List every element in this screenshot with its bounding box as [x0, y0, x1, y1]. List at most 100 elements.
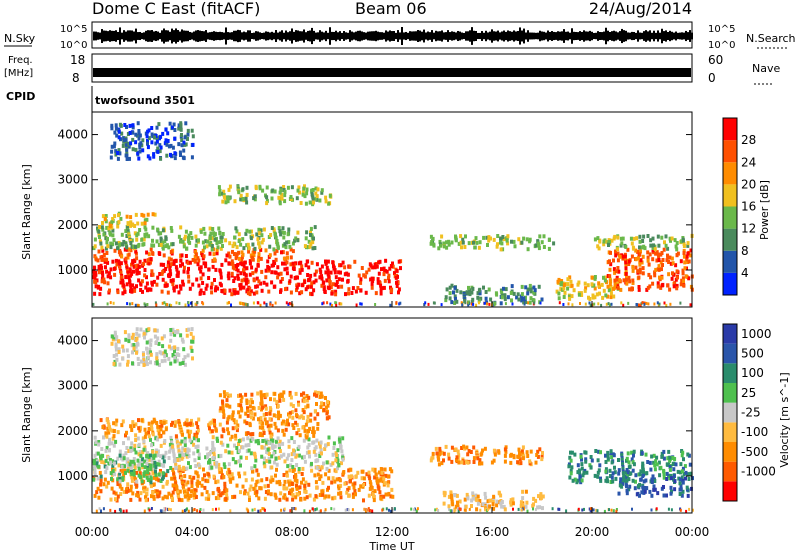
- velocity-cell: [481, 448, 484, 453]
- velocity-cell: [171, 420, 175, 425]
- nsky-trace-bar: [357, 30, 359, 42]
- power-cell: [146, 288, 149, 293]
- nsky-trace-bar: [219, 31, 221, 41]
- power-cell: [510, 298, 513, 303]
- velocity-cell: [627, 470, 630, 475]
- velocity-cell: [665, 477, 669, 481]
- power-cell: [528, 283, 532, 288]
- velocity-cell: [302, 410, 306, 415]
- velocity-cell: [332, 446, 336, 450]
- power-cell: [209, 285, 213, 290]
- velocity-cell: [374, 472, 378, 477]
- velocity-cell: [172, 483, 176, 488]
- power-cell: [150, 126, 154, 130]
- power-cell: [227, 196, 231, 201]
- cpid-label: CPID: [6, 90, 35, 103]
- freq-unit-label: [MHz]: [4, 68, 33, 79]
- velocity-cell: [332, 441, 336, 446]
- power-cell: [598, 291, 601, 296]
- velocity-cell: [256, 391, 260, 396]
- power-y-tick-label: 4000: [57, 128, 88, 142]
- power-cell: [339, 263, 343, 268]
- power-cell: [453, 285, 457, 290]
- power-y-axis-label: Slant Range [km]: [20, 164, 33, 260]
- velocity-cell: [192, 451, 196, 456]
- nsky-trace-bar: [597, 31, 599, 41]
- power-cell: [313, 272, 317, 277]
- power-cell: [228, 184, 232, 189]
- velocity-cell: [628, 464, 632, 469]
- power-cell: [320, 283, 324, 288]
- power-cell: [184, 121, 188, 126]
- velocity-cell: [248, 487, 252, 492]
- nsky-trace-bar: [189, 31, 191, 41]
- power-cell: [224, 200, 228, 205]
- power-cell: [141, 242, 145, 247]
- velocity-cell: [313, 392, 316, 397]
- velocity-cell: [320, 394, 324, 399]
- velocity-cell: [681, 489, 685, 494]
- power-cell: [642, 234, 646, 239]
- power-cell: [216, 286, 220, 291]
- power-cell: [311, 246, 315, 251]
- velocity-cell: [635, 492, 639, 497]
- velocity-cell: [495, 499, 499, 504]
- velocity-cell: [149, 338, 153, 343]
- nsky-trace-bar: [543, 31, 545, 41]
- velocity-cell: [277, 443, 281, 448]
- velocity-cell: [318, 451, 322, 456]
- velocity-cell: [519, 504, 523, 508]
- velocity-cell: [460, 446, 464, 450]
- velocity-cell: [118, 479, 122, 484]
- velocity-cell: [633, 486, 637, 491]
- velocity-cell: [573, 477, 577, 482]
- velocity-cell: [135, 483, 139, 488]
- velocity-cell: [145, 453, 149, 458]
- power-cell: [285, 301, 288, 305]
- nsky-trace-bar: [159, 32, 161, 40]
- power-cell: [131, 125, 135, 130]
- power-cell: [96, 226, 99, 231]
- nsky-trace-bar: [203, 31, 205, 41]
- power-cell: [186, 128, 190, 133]
- velocity-cell: [225, 493, 229, 498]
- velocity-cell: [672, 467, 676, 472]
- velocity-cell: [231, 476, 235, 481]
- nsky-trace-bar: [641, 32, 643, 40]
- power-cell: [104, 265, 107, 270]
- nsky-trace-bar: [173, 30, 175, 42]
- nsky-trace-bar: [245, 32, 247, 40]
- velocity-cell: [301, 477, 305, 482]
- velocity-cell: [174, 462, 178, 467]
- nsky-trace-bar: [627, 32, 629, 40]
- velocity-cell: [110, 334, 114, 339]
- power-cell: [315, 262, 319, 267]
- velocity-cell: [138, 497, 142, 502]
- velocity-cell: [260, 478, 264, 483]
- power-cell: [655, 258, 659, 263]
- power-cell: [569, 279, 573, 284]
- nsky-trace-bar: [223, 32, 225, 40]
- nsky-trace-bar: [295, 30, 297, 42]
- power-cell: [641, 271, 645, 276]
- power-cell: [161, 246, 165, 251]
- power-cell: [318, 267, 322, 272]
- velocity-cell: [313, 473, 317, 478]
- power-cell: [281, 226, 285, 231]
- velocity-cell: [689, 486, 693, 491]
- velocity-cell: [181, 509, 184, 513]
- nsky-trace-bar: [335, 30, 337, 42]
- velocity-cell: [609, 480, 613, 484]
- power-cell: [674, 244, 678, 249]
- power-cell: [287, 227, 291, 232]
- velocity-cell: [263, 417, 267, 422]
- power-cell: [629, 236, 633, 241]
- velocity-cell: [669, 491, 673, 496]
- power-cell: [576, 282, 580, 287]
- power-cell: [177, 123, 181, 128]
- velocity-cell: [660, 451, 664, 456]
- power-cell: [106, 260, 110, 265]
- power-cell: [265, 185, 269, 190]
- velocity-cell: [172, 453, 176, 458]
- nsky-trace-bar: [197, 30, 199, 42]
